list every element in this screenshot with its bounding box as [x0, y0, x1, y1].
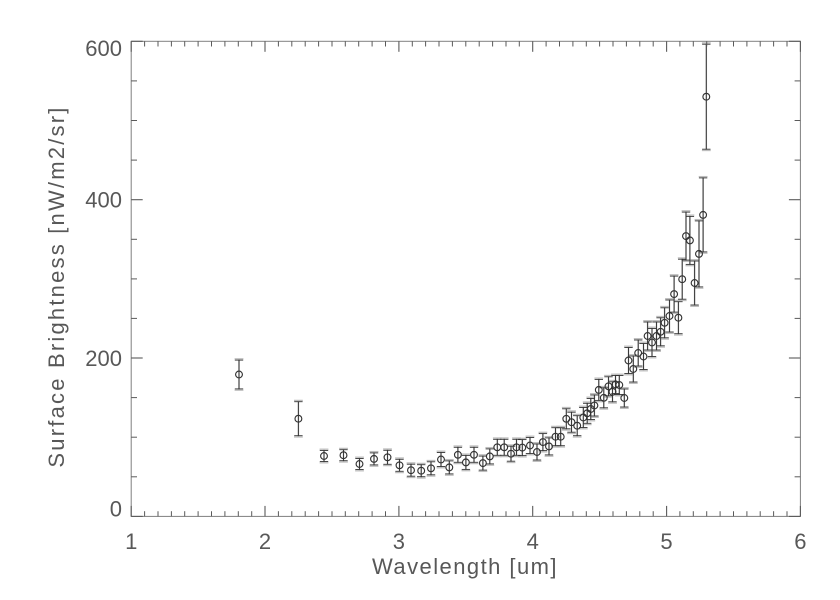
svg-text:5: 5 [660, 529, 672, 554]
svg-text:1: 1 [125, 529, 137, 554]
svg-text:400: 400 [85, 188, 122, 213]
svg-text:Surface Brightness [nW/m2/sr]: Surface Brightness [nW/m2/sr] [44, 105, 69, 467]
svg-text:Wavelength [um]: Wavelength [um] [372, 554, 558, 579]
svg-text:3: 3 [393, 529, 405, 554]
svg-text:0: 0 [110, 496, 122, 521]
svg-text:4: 4 [527, 529, 539, 554]
svg-text:2: 2 [259, 529, 271, 554]
svg-text:6: 6 [794, 529, 806, 554]
svg-text:200: 200 [85, 346, 122, 371]
svg-text:600: 600 [85, 36, 122, 61]
